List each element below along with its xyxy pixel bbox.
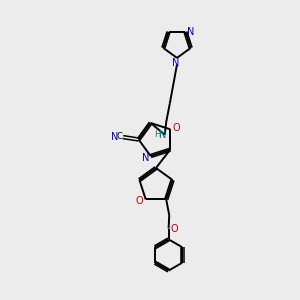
Text: N: N [142,152,149,163]
Text: N: N [111,131,118,142]
Text: O: O [171,224,178,234]
Text: C: C [116,132,122,141]
Text: N: N [172,58,179,68]
Text: O: O [172,123,180,133]
Text: N: N [159,130,166,140]
Text: H: H [154,130,160,139]
Text: N: N [187,27,195,37]
Text: O: O [135,196,143,206]
